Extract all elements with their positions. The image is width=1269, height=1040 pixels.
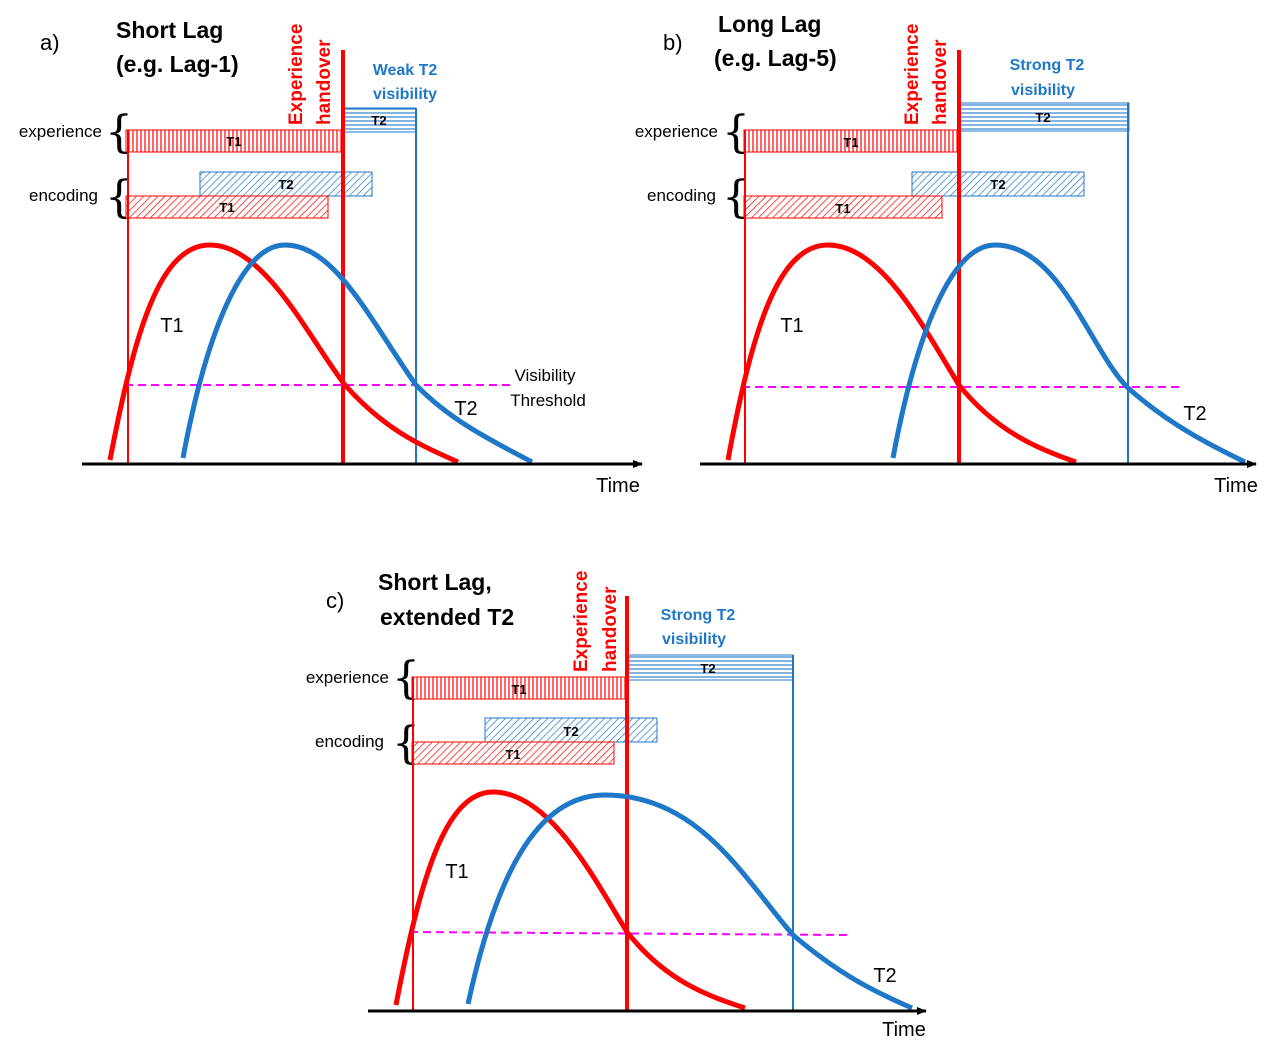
t1-bar-label: T1 [843, 135, 858, 150]
panel-letter: c) [326, 588, 344, 613]
handover-label-line2: handover [600, 586, 621, 672]
t2-experience-bar [625, 654, 794, 681]
handover-label-line2: handover [930, 39, 951, 125]
time-axis-label: Time [882, 1019, 926, 1040]
t2-curve-label: T2 [873, 965, 896, 987]
panel-heading-line1: Short Lag [116, 17, 223, 43]
panel-b: b) Long Lag (e.g. Lag-5) Experience hand… [635, 11, 1258, 497]
t1-bar-label: T1 [505, 747, 520, 762]
t1-curve-label: T1 [780, 315, 803, 337]
t1-curve-label: T1 [445, 861, 468, 883]
t2-activation-curve [180, 242, 534, 465]
t2-visibility-label-line2: visibility [1011, 82, 1075, 99]
encoding-row-label: encoding [315, 732, 384, 751]
handover-label-line1: Experience [286, 24, 307, 125]
t2-activation-curve [890, 242, 1247, 465]
handover-label-line1: Experience [902, 24, 923, 125]
t2-encoding-bar [911, 171, 1085, 197]
t1-activation-curve [393, 789, 746, 1011]
t1-bar-label: T1 [835, 201, 850, 216]
experience-row-label: experience [635, 122, 718, 141]
t1-encoding-bar [125, 195, 329, 219]
t1-curve-label: T1 [160, 315, 183, 337]
visibility-label-line1: Visibility [514, 366, 576, 385]
t2-curve-label: T2 [1183, 403, 1206, 425]
t2-bar-label: T2 [1035, 110, 1050, 125]
t1-activation-curve [725, 242, 1077, 465]
t2-bar-label: T2 [990, 177, 1005, 192]
time-axis-label: Time [1214, 475, 1258, 497]
visibility-label-line2: Threshold [510, 391, 586, 410]
encoding-row-label: encoding [29, 186, 98, 205]
t1-bar-label: T1 [226, 134, 241, 149]
panel-c: c) Short Lag, extended T2 Experience han… [306, 569, 927, 1040]
time-axis-label: Time [596, 475, 640, 497]
t2-curve-label: T2 [454, 398, 477, 420]
encoding-row-label: encoding [647, 186, 716, 205]
t2-bar-label: T2 [278, 177, 293, 192]
panel-heading-line2: extended T2 [380, 604, 514, 630]
handover-label-line1: Experience [571, 571, 592, 672]
experience-row-label: experience [19, 122, 102, 141]
panel-letter: b) [663, 30, 683, 55]
handover-label-line2: handover [314, 39, 335, 125]
t2-activation-curve [465, 792, 913, 1011]
t2-bar-label: T2 [371, 113, 386, 128]
panel-a: a) Short Lag (e.g. Lag-1) Experience han… [19, 17, 643, 497]
t1-bar-label: T1 [219, 200, 234, 215]
panel-heading-line2: (e.g. Lag-1) [116, 51, 239, 77]
t2-visibility-label-line1: Weak T2 [373, 62, 438, 79]
t2-experience-bar [958, 102, 1130, 132]
experience-row-label: experience [306, 668, 389, 687]
t2-visibility-label-line2: visibility [662, 631, 726, 648]
visibility-threshold-line [409, 931, 849, 936]
t2-visibility-label-line2: visibility [373, 86, 437, 103]
t2-bar-label: T2 [700, 661, 715, 676]
panel-heading-line1: Short Lag, [378, 569, 492, 595]
panel-heading-line2: (e.g. Lag-5) [714, 45, 837, 71]
panel-heading-line1: Long Lag [718, 11, 821, 37]
t1-bar-label: T1 [511, 682, 526, 697]
t2-visibility-label-line1: Strong T2 [661, 607, 736, 624]
panel-letter: a) [40, 30, 60, 55]
t2-bar-label: T2 [563, 724, 578, 739]
t2-visibility-label-line1: Strong T2 [1010, 57, 1085, 74]
t1-activation-curve [107, 242, 460, 465]
